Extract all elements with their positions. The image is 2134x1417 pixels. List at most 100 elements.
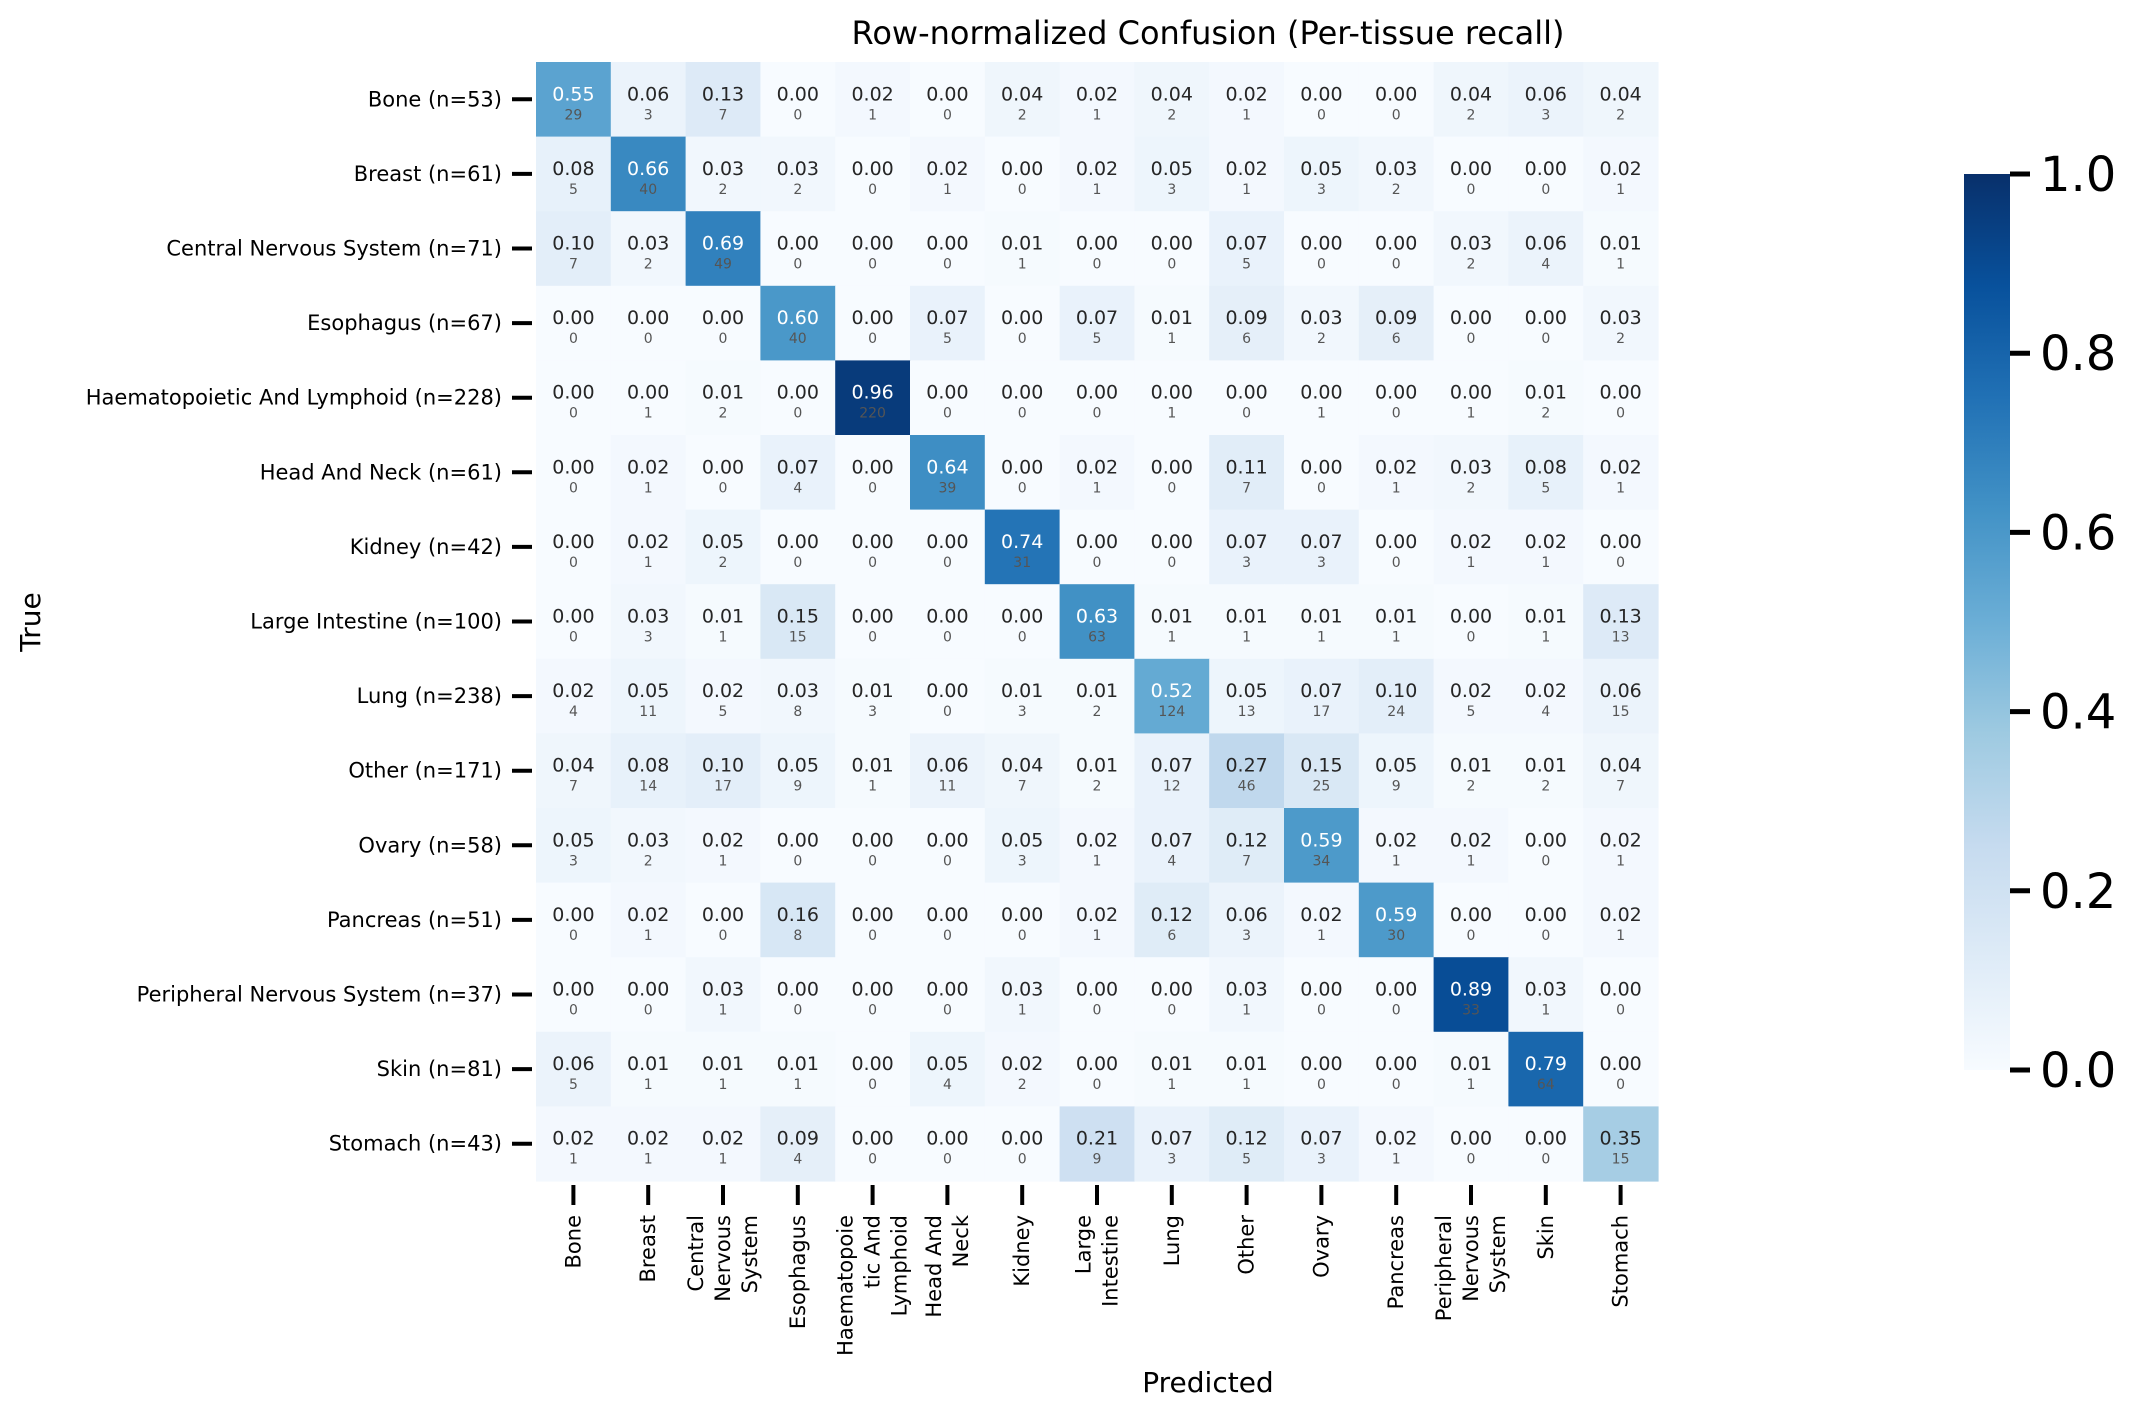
cell-count-label: 0	[1167, 257, 1176, 273]
cell-count-label: 3	[644, 630, 653, 646]
cell-count-label: 0	[1467, 1152, 1476, 1168]
cell-count-label: 0	[793, 1003, 802, 1019]
x-tick-label: Bone	[561, 1215, 585, 1268]
heatmap-cell	[1284, 733, 1360, 809]
cell-value-label: 0.06	[1225, 904, 1267, 926]
x-tick-label: Head And Neck	[922, 1214, 973, 1317]
cell-count-label: 1	[1467, 1077, 1476, 1093]
heatmap-cell	[1059, 1106, 1135, 1182]
heatmap-cell	[1358, 957, 1435, 1033]
cell-count-label: 1	[644, 406, 653, 422]
cell-count-label: 0	[1242, 406, 1251, 422]
heatmap-cell	[536, 285, 612, 361]
heatmap-cell	[984, 509, 1061, 585]
cell-value-label: 0.02	[926, 158, 968, 180]
cell-count-label: 3	[1018, 853, 1027, 869]
heatmap-cell	[760, 1031, 836, 1107]
cell-count-label: 0	[868, 1077, 877, 1093]
cell-value-label: 0.00	[851, 233, 893, 255]
cell-value-label: 0.06	[926, 755, 968, 777]
colorbar-tick-label: 0.8	[2040, 326, 2116, 382]
cell-value-label: 0.00	[1375, 531, 1417, 553]
cell-count-label: 4	[1541, 704, 1550, 720]
cell-value-label: 0.03	[777, 680, 819, 702]
cell-value-label: 0.01	[1076, 680, 1118, 702]
cell-value-label: 0.03	[627, 233, 669, 255]
cell-count-label: 1	[1541, 555, 1550, 571]
cell-value-label: 0.00	[1450, 307, 1492, 329]
heatmap-cell	[1284, 509, 1360, 585]
heatmap-cell	[685, 1106, 761, 1182]
cell-count-label: 1	[644, 1152, 653, 1168]
cell-count-label: 0	[1392, 1077, 1401, 1093]
cell-count-label: 17	[714, 779, 732, 795]
heatmap-cell	[1358, 509, 1435, 585]
heatmap-cell	[685, 808, 761, 884]
cell-value-label: 0.01	[1151, 606, 1193, 628]
heatmap-cell	[984, 658, 1061, 734]
heatmap-cell	[536, 211, 612, 287]
y-tick-label: Stomach (n=43)	[329, 1132, 502, 1156]
y-tick-label: Lung (n=238)	[357, 684, 502, 708]
cell-value-label: 0.00	[1001, 158, 1043, 180]
heatmap-cell	[1209, 882, 1285, 958]
cell-value-label: 0.00	[1076, 382, 1118, 404]
cell-count-label: 1	[644, 480, 653, 496]
cell-value-label: 0.00	[1450, 606, 1492, 628]
y-tick-label: Bone (n=53)	[368, 87, 502, 111]
colorbar-tick-label: 0.0	[2040, 1043, 2116, 1099]
cell-count-label: 5	[569, 1077, 578, 1093]
cell-count-label: 0	[1392, 555, 1401, 571]
cell-value-label: 0.79	[1525, 1053, 1567, 1075]
heatmap-cell	[1284, 1031, 1360, 1107]
heatmap-cell	[685, 360, 761, 436]
y-tick-label: Central Nervous System (n=71)	[166, 237, 502, 261]
heatmap-cell	[1134, 733, 1210, 809]
cell-count-label: 1	[1467, 853, 1476, 869]
cell-value-label: 0.01	[777, 1053, 819, 1075]
heatmap-cell	[1508, 360, 1584, 436]
heatmap-cell	[760, 62, 836, 138]
cell-count-label: 4	[569, 704, 578, 720]
heatmap-cell	[1059, 211, 1135, 287]
cell-count-label: 2	[1093, 704, 1102, 720]
heatmap-cell	[910, 211, 986, 287]
cell-value-label: 0.01	[1599, 233, 1641, 255]
cell-count-label: 11	[938, 779, 956, 795]
cell-value-label: 0.00	[1599, 1053, 1641, 1075]
cell-value-label: 0.05	[1151, 158, 1193, 180]
cell-count-label: 2	[1317, 331, 1326, 347]
cell-count-label: 0	[1317, 1077, 1326, 1093]
heatmap-cell	[1583, 957, 1659, 1033]
heatmap-cell	[1134, 658, 1210, 734]
cell-value-label: 0.15	[777, 606, 819, 628]
cell-count-label: 0	[1541, 928, 1550, 944]
cell-value-label: 0.00	[851, 1053, 893, 1075]
cell-count-label: 5	[943, 331, 952, 347]
cell-value-label: 0.00	[552, 531, 594, 553]
cell-value-label: 0.00	[552, 904, 594, 926]
heatmap-cell	[1358, 882, 1435, 958]
heatmap-cell	[1134, 957, 1210, 1033]
cell-value-label: 0.02	[1375, 1128, 1417, 1150]
cell-count-label: 1	[1093, 182, 1102, 198]
cell-value-label: 0.07	[1300, 531, 1342, 553]
x-tick-label: Pancreas	[1384, 1215, 1408, 1309]
cell-count-label: 0	[868, 1003, 877, 1019]
cell-value-label: 0.00	[1001, 382, 1043, 404]
cell-value-label: 0.01	[1450, 1053, 1492, 1075]
cell-value-label: 0.00	[1450, 158, 1492, 180]
cell-count-label: 0	[1093, 257, 1102, 273]
x-tick-label: Other	[1235, 1215, 1259, 1275]
heatmap-cell	[1433, 733, 1509, 809]
cell-value-label: 0.03	[1450, 456, 1492, 478]
cell-count-label: 11	[639, 704, 657, 720]
cell-value-label: 0.01	[702, 382, 744, 404]
cell-count-label: 3	[569, 853, 578, 869]
heatmap-cell	[610, 1031, 687, 1107]
cell-count-label: 0	[868, 331, 877, 347]
cell-value-label: 0.00	[851, 829, 893, 851]
cell-value-label: 0.00	[926, 680, 968, 702]
cell-count-label: 5	[719, 704, 728, 720]
heatmap-cell	[1134, 584, 1210, 660]
